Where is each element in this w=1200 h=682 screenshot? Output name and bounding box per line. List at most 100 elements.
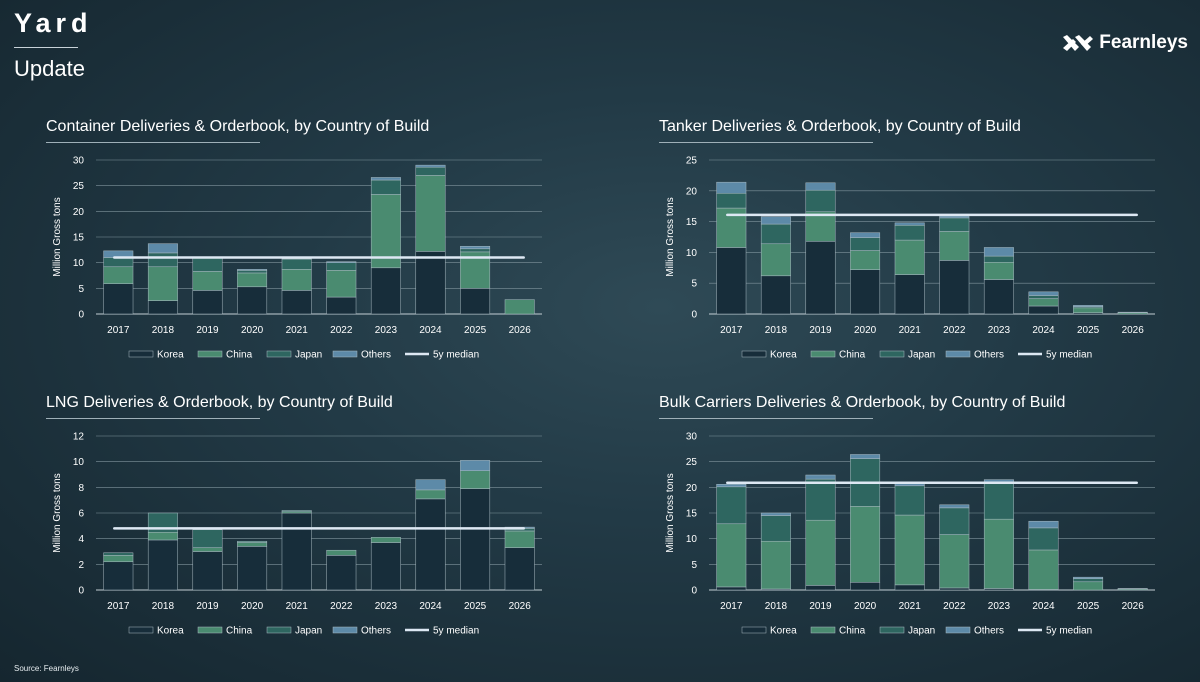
bar-others-2023 (983, 247, 1014, 257)
bar-others-2022 (939, 215, 970, 219)
bar-korea-2020 (237, 286, 268, 315)
bar-korea-2026 (504, 547, 535, 591)
x-tick-label: 2020 (854, 601, 877, 612)
title-underline (659, 418, 873, 419)
bar-korea-2018 (760, 275, 791, 315)
bar-china-2017 (103, 266, 134, 284)
bar-korea-2018 (147, 539, 178, 591)
bar-china-2024 (415, 175, 446, 252)
bar-china-2019 (192, 271, 223, 291)
legend-label: Others (361, 626, 391, 637)
x-tick-label: 2018 (765, 325, 788, 336)
logo-text: Fearnleys (1099, 32, 1188, 53)
bar-japan-2023 (983, 483, 1014, 520)
legend-label: Korea (770, 350, 797, 361)
bar-others-2018 (760, 512, 791, 516)
bar-korea-2025 (460, 488, 491, 591)
lng-chart-title: LNG Deliveries & Orderbook, by Country o… (46, 394, 393, 411)
x-tick-label: 2023 (375, 601, 398, 612)
bar-korea-2023 (370, 267, 401, 315)
tanker-chart-panel: Tanker Deliveries & Orderbook, by Countr… (659, 118, 1200, 368)
bar-japan-2022 (326, 262, 357, 271)
bar-china-2021 (894, 239, 925, 275)
legend-swatch-korea (128, 350, 154, 358)
bar-korea-2021 (894, 274, 925, 315)
bar-china-2017 (103, 555, 134, 563)
legend-swatch-others (332, 626, 358, 634)
legend-label: Korea (157, 350, 184, 361)
legend-swatch-others (945, 626, 971, 634)
bar-japan-2017 (716, 486, 747, 525)
legend-label: Others (361, 350, 391, 361)
bar-others-2024 (415, 479, 446, 491)
y-tick-label: 25 (686, 156, 698, 167)
legend-swatch-japan (266, 350, 292, 358)
bar-china-2022 (326, 270, 357, 298)
legend-label: Japan (295, 350, 322, 361)
bar-others-2019 (805, 182, 836, 191)
bar-japan-2018 (760, 223, 791, 245)
x-tick-label: 2026 (1122, 325, 1145, 336)
bar-others-2025 (460, 245, 491, 250)
bar-japan-2024 (1028, 527, 1059, 551)
bulk-chart-panel: Bulk Carriers Deliveries & Orderbook, by… (659, 394, 1200, 644)
bar-korea-2020 (850, 582, 881, 591)
bar-japan-2019 (805, 478, 836, 521)
bar-china-2020 (850, 506, 881, 583)
bar-korea-2023 (983, 279, 1014, 315)
bar-korea-2024 (415, 251, 446, 315)
legend-label: China (839, 350, 866, 361)
bar-korea-2021 (281, 290, 312, 315)
bar-japan-2024 (1028, 295, 1059, 299)
bar-others-2019 (805, 474, 836, 480)
bar-china-2019 (192, 547, 223, 552)
bar-korea-2023 (370, 542, 401, 591)
legend-swatch-china (197, 350, 223, 358)
bar-china-2022 (939, 534, 970, 589)
legend-swatch-japan (266, 626, 292, 634)
bar-korea-2017 (103, 283, 134, 315)
y-tick-label: 30 (686, 432, 698, 443)
bar-japan-2020 (237, 270, 268, 274)
x-tick-label: 2023 (988, 601, 1011, 612)
y-tick-label: 4 (78, 534, 84, 545)
legend-swatch-japan (879, 626, 905, 634)
x-tick-label: 2019 (196, 325, 219, 336)
bar-japan-2021 (281, 510, 312, 512)
bar-china-2022 (939, 231, 970, 261)
y-tick-label: 15 (686, 217, 698, 228)
y-axis-label: Million Gross tons (52, 473, 63, 552)
tanker-chart-title: Tanker Deliveries & Orderbook, by Countr… (659, 118, 1021, 135)
bar-japan-2017 (716, 193, 747, 209)
bar-others-2021 (894, 483, 925, 487)
bar-china-2020 (237, 542, 268, 547)
y-tick-label: 0 (691, 586, 697, 597)
y-tick-label: 0 (78, 586, 84, 597)
bar-china-2025 (1073, 581, 1104, 591)
bar-korea-2018 (147, 300, 178, 315)
bar-china-2018 (147, 266, 178, 301)
bar-korea-2019 (805, 585, 836, 591)
legend-label: Korea (770, 626, 797, 637)
bar-japan-2020 (850, 237, 881, 251)
y-tick-label: 20 (73, 207, 85, 218)
bar-korea-2017 (716, 247, 747, 315)
bar-others-2022 (326, 261, 357, 263)
bar-japan-2023 (370, 179, 401, 195)
bar-china-2020 (237, 272, 268, 288)
y-tick-label: 10 (686, 248, 698, 259)
x-tick-label: 2017 (107, 601, 130, 612)
x-tick-label: 2023 (375, 325, 398, 336)
x-tick-label: 2019 (809, 325, 832, 336)
bar-japan-2017 (103, 552, 134, 556)
bar-japan-2017 (103, 257, 134, 268)
bar-others-2020 (850, 232, 881, 238)
title-underline (46, 418, 260, 419)
bar-korea-2022 (326, 296, 357, 315)
bar-others-2022 (939, 504, 970, 509)
bar-others-2018 (760, 216, 791, 225)
x-tick-label: 2017 (720, 601, 743, 612)
x-tick-label: 2018 (152, 325, 175, 336)
bar-china-2024 (415, 489, 446, 500)
bar-japan-2021 (894, 225, 925, 241)
